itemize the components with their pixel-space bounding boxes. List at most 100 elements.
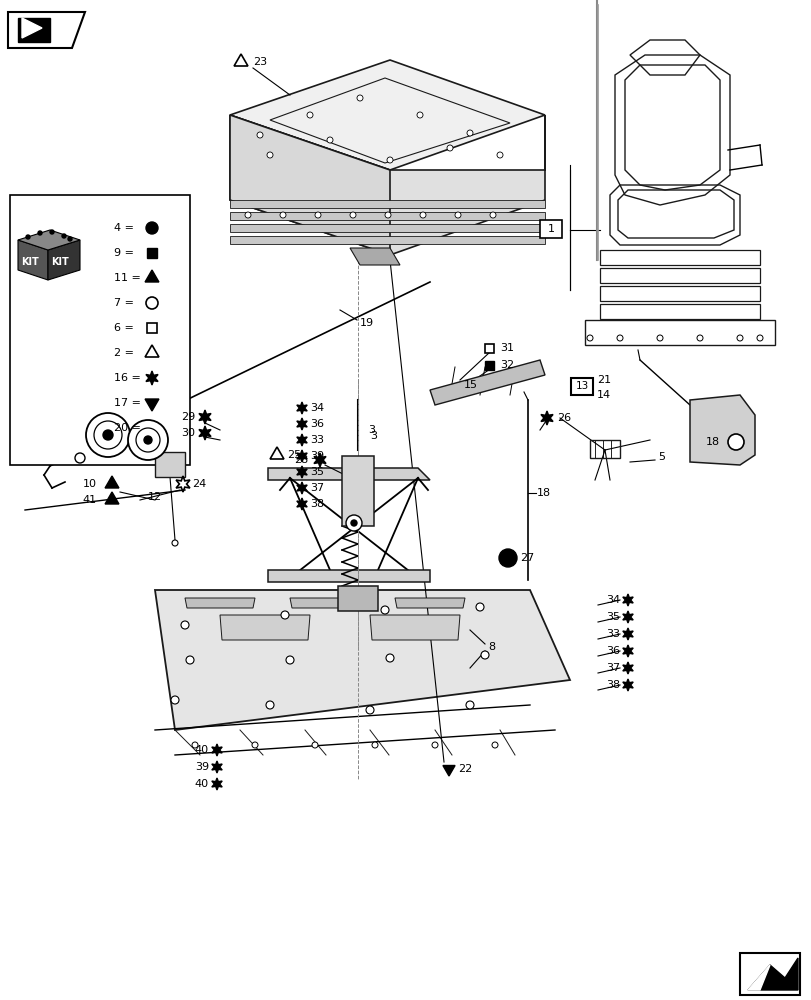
Polygon shape (230, 115, 544, 255)
Polygon shape (199, 426, 211, 440)
Circle shape (181, 621, 189, 629)
Polygon shape (622, 611, 633, 623)
Polygon shape (18, 18, 50, 42)
Polygon shape (540, 411, 552, 425)
Polygon shape (268, 570, 430, 582)
Text: 13: 13 (575, 381, 588, 391)
Text: 36: 36 (605, 646, 620, 656)
Circle shape (146, 222, 158, 234)
Circle shape (280, 212, 285, 218)
Text: 41: 41 (83, 495, 97, 505)
Bar (485, 344, 494, 353)
Text: 15: 15 (463, 380, 478, 390)
Circle shape (266, 701, 273, 709)
Polygon shape (18, 230, 80, 250)
Polygon shape (747, 965, 769, 990)
Circle shape (466, 701, 474, 709)
Circle shape (489, 212, 496, 218)
Text: KIT: KIT (21, 257, 39, 267)
Text: 18: 18 (705, 437, 719, 447)
Text: 7 =: 7 = (114, 298, 134, 308)
Text: 34: 34 (310, 403, 324, 413)
Circle shape (491, 742, 497, 748)
Circle shape (454, 212, 461, 218)
Text: 9 =: 9 = (114, 248, 134, 258)
Text: 24: 24 (191, 479, 206, 489)
Text: 17 =: 17 = (114, 398, 141, 408)
Text: 10: 10 (83, 479, 97, 489)
Polygon shape (297, 402, 307, 414)
Text: 22: 22 (457, 764, 472, 774)
Text: 37: 37 (605, 663, 620, 673)
Polygon shape (220, 615, 310, 640)
Circle shape (281, 611, 289, 619)
Bar (147, 248, 157, 258)
Polygon shape (230, 236, 544, 244)
Text: 33: 33 (310, 435, 324, 445)
Bar (570, 378, 592, 395)
Text: 8: 8 (487, 642, 495, 652)
Circle shape (26, 235, 30, 239)
Circle shape (172, 540, 178, 546)
Circle shape (480, 651, 488, 659)
Text: 30: 30 (181, 428, 195, 438)
Polygon shape (8, 12, 85, 48)
Bar (341, 456, 374, 526)
Circle shape (417, 112, 423, 118)
Text: 35: 35 (310, 467, 324, 477)
Text: 19: 19 (359, 318, 374, 328)
Polygon shape (212, 778, 222, 790)
Polygon shape (22, 18, 42, 38)
Polygon shape (212, 761, 222, 773)
Circle shape (366, 706, 374, 714)
Circle shape (135, 428, 160, 452)
Text: KIT: KIT (51, 257, 69, 267)
Circle shape (75, 453, 85, 463)
Circle shape (128, 420, 168, 460)
Circle shape (446, 145, 453, 151)
Text: 14: 14 (596, 390, 611, 400)
Polygon shape (199, 410, 211, 424)
Circle shape (419, 212, 426, 218)
Circle shape (345, 515, 362, 531)
Polygon shape (297, 482, 307, 494)
Polygon shape (370, 615, 460, 640)
Circle shape (327, 137, 333, 143)
Circle shape (385, 654, 393, 662)
Text: 25: 25 (286, 450, 301, 460)
Bar (539, 220, 561, 238)
Polygon shape (155, 590, 569, 730)
Polygon shape (430, 360, 544, 405)
Circle shape (315, 212, 320, 218)
Bar (485, 360, 494, 369)
Circle shape (68, 237, 72, 241)
Text: 18: 18 (536, 488, 551, 498)
Text: 21: 21 (596, 375, 611, 385)
Polygon shape (622, 628, 633, 640)
Polygon shape (230, 224, 544, 232)
Polygon shape (145, 399, 159, 411)
Circle shape (171, 696, 178, 704)
Circle shape (144, 436, 152, 444)
Text: 5: 5 (657, 452, 664, 462)
Polygon shape (622, 662, 633, 674)
Polygon shape (48, 240, 80, 280)
Text: 35: 35 (605, 612, 620, 622)
Circle shape (696, 335, 702, 341)
Circle shape (245, 212, 251, 218)
Circle shape (496, 152, 502, 158)
Text: 20 =: 20 = (114, 423, 141, 433)
Circle shape (384, 212, 391, 218)
Circle shape (257, 132, 263, 138)
Circle shape (186, 656, 194, 664)
Polygon shape (230, 200, 544, 208)
Polygon shape (622, 594, 633, 606)
Text: 23: 23 (253, 57, 267, 67)
Polygon shape (105, 492, 118, 504)
Circle shape (387, 157, 393, 163)
Circle shape (656, 335, 663, 341)
Circle shape (736, 335, 742, 341)
Polygon shape (739, 953, 799, 995)
Circle shape (311, 742, 318, 748)
Text: 38: 38 (605, 680, 620, 690)
